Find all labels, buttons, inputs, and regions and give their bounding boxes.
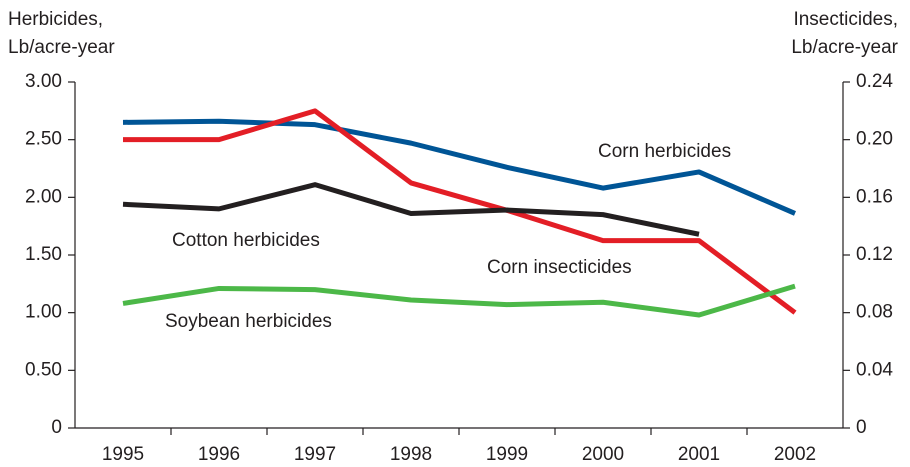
y2-tick-label: 0.12	[856, 244, 893, 265]
series-label: Soybean herbicides	[165, 311, 332, 332]
series-label: Cotton herbicides	[172, 230, 320, 251]
series-line	[122, 283, 796, 318]
x-tick-label: 1996	[198, 444, 240, 465]
x-tick-label: 1999	[486, 444, 528, 465]
x-tick-label: 1995	[102, 444, 144, 465]
y-tick-label: 3.00	[25, 71, 62, 92]
series-line	[123, 108, 797, 315]
series-line	[122, 118, 796, 216]
y2-tick-label: 0	[856, 417, 867, 438]
y2-tick-label: 0.16	[856, 186, 893, 207]
series-label: Corn herbicides	[598, 141, 731, 162]
y2-axis-title: Lb/acre-year	[791, 37, 898, 58]
y-tick-label: 1.50	[25, 244, 62, 265]
x-tick-label: 2000	[582, 444, 624, 465]
y-tick-label: 0.50	[25, 359, 62, 380]
y2-tick-label: 0.20	[856, 129, 893, 150]
x-tick-label: 2002	[774, 444, 816, 465]
series-line	[122, 182, 700, 237]
y-axis-title: Herbicides,	[8, 9, 103, 30]
y-tick-label: 2.50	[25, 129, 62, 150]
y-axis-title: Lb/acre-year	[8, 37, 115, 58]
y-tick-label: 2.00	[25, 186, 62, 207]
y2-axis-title: Insecticides,	[793, 9, 898, 30]
x-tick-label: 1998	[390, 444, 432, 465]
series-label: Corn insecticides	[487, 257, 632, 278]
y-tick-label: 0	[51, 417, 62, 438]
y-tick-label: 1.00	[25, 302, 62, 323]
y2-tick-label: 0.08	[856, 302, 893, 323]
y2-tick-label: 0.04	[856, 359, 893, 380]
y2-tick-label: 0.24	[856, 71, 893, 92]
x-tick-label: 2001	[678, 444, 720, 465]
x-tick-label: 1997	[294, 444, 336, 465]
